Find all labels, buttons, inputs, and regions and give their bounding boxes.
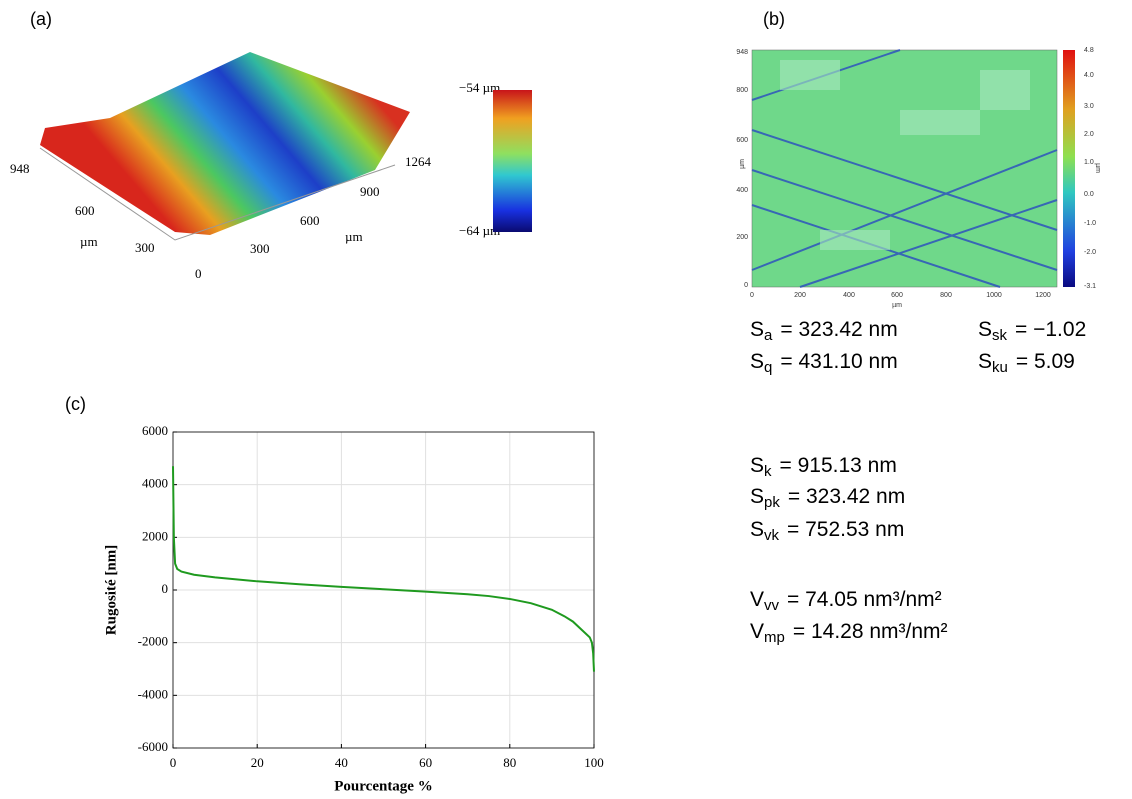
y-tick-label: 948	[736, 49, 748, 56]
axis-frame	[39, 147, 396, 241]
colorbar-label: µm	[1094, 163, 1101, 173]
subscript: sk	[992, 327, 1008, 344]
y-tick-label: 600	[736, 137, 748, 144]
x-tick-label: 20	[251, 755, 264, 770]
y-tick-label: -4000	[138, 686, 168, 701]
y-tick-label: 0	[162, 581, 169, 596]
colorbar-label: 3.0	[1084, 103, 1094, 110]
axis-label: 300	[250, 241, 270, 256]
colorbar-label: −64 µm	[459, 223, 500, 238]
y-tick-label: -2000	[138, 634, 168, 649]
symbol: V	[750, 620, 764, 643]
colorbar-label: -2.0	[1084, 249, 1096, 256]
y-tick-label: 400	[736, 187, 748, 194]
x-tick-label: 400	[843, 292, 855, 299]
value-text: = 752.53 nm	[787, 518, 904, 541]
parameter: Sq = 431.10 nm	[750, 350, 898, 376]
panel-label: (c)	[65, 394, 86, 414]
parameter: Svk = 752.53 nm	[750, 518, 904, 544]
value-text: = 14.28 nm³/nm²	[793, 620, 948, 643]
subscript: pk	[764, 494, 780, 511]
symbol: S	[978, 350, 992, 373]
x-tick-label: µm	[892, 302, 902, 309]
subscript: a	[764, 327, 773, 344]
subscript: mp	[764, 629, 785, 646]
x-tick-label: 0	[170, 755, 177, 770]
symbol: V	[750, 588, 764, 611]
x-tick-label: 200	[794, 292, 806, 299]
value-text: = −1.02	[1015, 318, 1086, 341]
parameter: Sa = 323.42 nm	[750, 318, 898, 344]
subscript: vk	[764, 527, 780, 544]
colorbar-label: 0.0	[1084, 191, 1094, 198]
subscript: k	[764, 463, 772, 480]
parameter: Ssk = −1.02	[978, 318, 1086, 344]
y-axis-label: Rugosité [nm]	[103, 545, 119, 635]
x-axis-label: Pourcentage %	[334, 778, 432, 794]
plot-frame	[172, 431, 595, 749]
x-tick-label: 0	[750, 292, 754, 299]
x-tick-label: 40	[335, 755, 348, 770]
symbol: S	[750, 318, 764, 341]
x-tick-label: 100	[584, 755, 604, 770]
panel-label: (b)	[763, 9, 785, 29]
axis-label: 900	[360, 184, 380, 199]
colorbar-label: 2.0	[1084, 131, 1094, 138]
x-tick-label: 1000	[986, 292, 1002, 299]
axis-label: µm	[345, 229, 363, 244]
symbol: S	[750, 485, 764, 508]
axis-label: 0	[195, 266, 202, 281]
axis-label: 1264	[405, 154, 432, 169]
surface-3d	[40, 52, 410, 235]
y-tick-label: -6000	[138, 739, 168, 754]
y-tick-label: µm	[739, 159, 746, 169]
y-tick-label: 0	[744, 282, 748, 289]
colorbar-label: -1.0	[1084, 220, 1096, 227]
parameter: Vvv = 74.05 nm³/nm²	[750, 588, 942, 614]
symbol: S	[978, 318, 992, 341]
colorbar	[493, 90, 532, 232]
x-tick-label: 800	[940, 292, 952, 299]
symbol: S	[750, 518, 764, 541]
axis-label: 948	[10, 161, 30, 176]
y-tick-label: 800	[736, 87, 748, 94]
y-tick-label: 2000	[142, 528, 168, 543]
colorbar-label: 4.8	[1084, 47, 1094, 54]
axis-label: 600	[300, 213, 320, 228]
colorbar-label: −54 µm	[459, 80, 500, 95]
x-tick-label: 1200	[1035, 292, 1051, 299]
parameter: Spk = 323.42 nm	[750, 485, 905, 511]
axis-label: 600	[75, 203, 95, 218]
subscript: ku	[992, 359, 1008, 376]
symbol: S	[750, 454, 764, 477]
value-text: = 5.09	[1016, 350, 1075, 373]
colorbar	[1063, 50, 1075, 287]
y-tick-label: 200	[736, 234, 748, 241]
colorbar-label: 1.0	[1084, 159, 1094, 166]
value-text: = 323.42 nm	[780, 318, 897, 341]
parameter: Sk = 915.13 nm	[750, 454, 897, 480]
curve	[172, 466, 595, 672]
value-text: = 323.42 nm	[788, 485, 905, 508]
axis-label: µm	[80, 234, 98, 249]
value-text: = 915.13 nm	[780, 454, 897, 477]
texture	[780, 60, 1030, 250]
y-tick-label: 6000	[142, 423, 168, 438]
x-tick-label: 60	[419, 755, 432, 770]
value-text: = 431.10 nm	[780, 350, 897, 373]
y-tick-label: 4000	[142, 476, 168, 491]
panel-label: (a)	[30, 9, 52, 29]
x-tick-label: 600	[891, 292, 903, 299]
axis-label: 300	[135, 240, 155, 255]
colorbar-label: -3.1	[1084, 283, 1096, 290]
subscript: q	[764, 359, 772, 376]
value-text: = 74.05 nm³/nm²	[787, 588, 942, 611]
x-tick-label: 80	[503, 755, 516, 770]
colorbar-label: 4.0	[1084, 72, 1094, 79]
parameter: Vmp = 14.28 nm³/nm²	[750, 620, 948, 646]
symbol: S	[750, 350, 764, 373]
subscript: vv	[764, 597, 780, 614]
parameter: Sku = 5.09	[978, 350, 1075, 376]
